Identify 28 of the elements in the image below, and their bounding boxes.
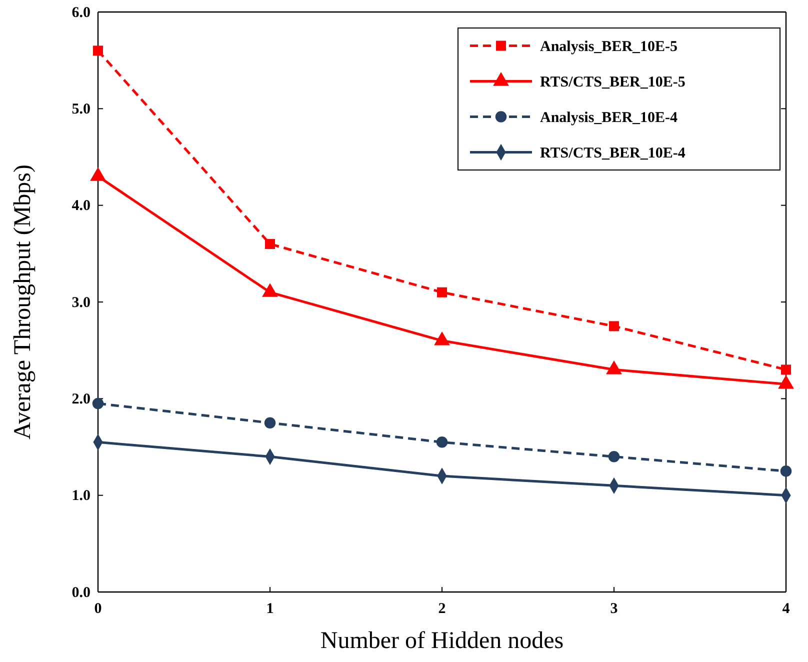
y-tick-label: 3.0 [72, 294, 90, 311]
y-tick-label: 0.0 [72, 584, 90, 601]
legend-label: Analysis_BER_10E-4 [540, 110, 678, 126]
y-axis-title: Average Throughput (Mbps) [10, 164, 36, 440]
x-tick-label: 3 [610, 601, 618, 617]
y-tick-label: 6.0 [72, 4, 90, 21]
point [436, 436, 448, 448]
x-tick-label: 2 [438, 601, 446, 617]
point [608, 451, 620, 462]
legend-label: RTS/CTS_BER_10E-5 [540, 74, 686, 90]
point [437, 287, 447, 298]
point [92, 398, 104, 410]
point [264, 417, 276, 428]
point [93, 46, 103, 56]
legend-label: Analysis_BER_10E-5 [540, 39, 678, 55]
point [781, 364, 791, 375]
point [609, 321, 619, 332]
x-tick-label: 1 [266, 601, 274, 617]
y-tick-label: 1.0 [72, 488, 90, 504]
y-tick-label: 2.0 [72, 391, 90, 408]
y-tick-label: 5.0 [72, 101, 90, 118]
legend-label: RTS/CTS_BER_10E-4 [540, 146, 686, 162]
x-axis-title: Number of Hidden nodes [320, 628, 564, 654]
x-tick-label: 4 [782, 601, 790, 617]
point [780, 466, 792, 477]
point [265, 239, 275, 249]
y-tick-label: 4.0 [72, 198, 90, 214]
x-tick-label: 0 [94, 601, 102, 617]
